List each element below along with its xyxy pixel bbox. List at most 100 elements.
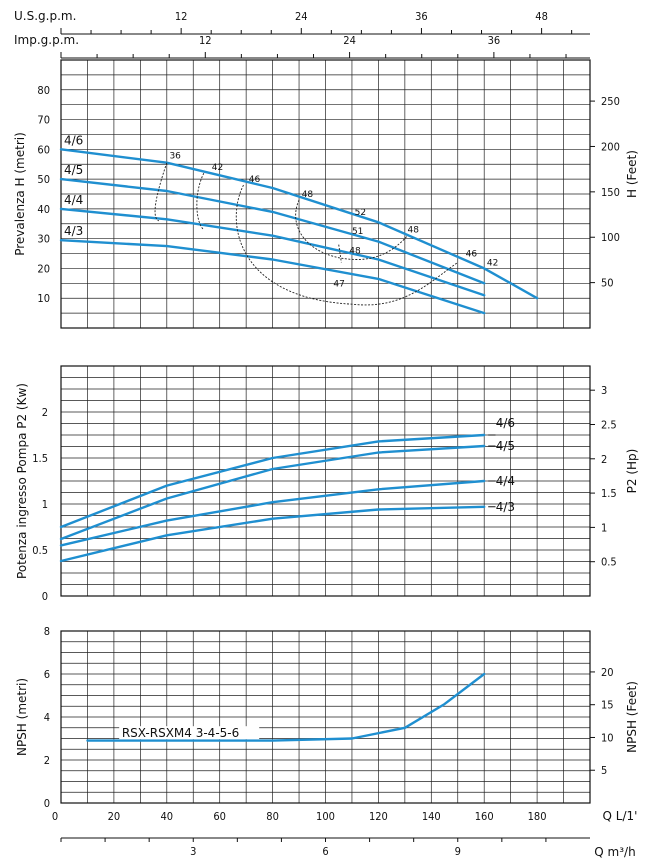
y-axis-title: Prevalenza H (metri) <box>13 132 27 256</box>
series-line-1-0 <box>59 433 486 529</box>
efficiency-label: 48 <box>302 190 314 200</box>
x2-tick-label: 6 <box>322 845 328 858</box>
y-tick-label: 40 <box>37 203 50 216</box>
top-axis-tick-label: 24 <box>295 10 308 23</box>
top-axis-tick-label: 48 <box>535 10 548 23</box>
panel-frame <box>60 59 591 329</box>
y-tick-label: 2 <box>44 754 50 767</box>
efficiency-isoline <box>196 172 205 231</box>
y2-tick-label: 200 <box>601 140 620 153</box>
y-tick-label: 60 <box>37 143 50 156</box>
y-tick-label: 70 <box>37 114 50 127</box>
top-axis-tick-label: 36 <box>488 34 501 47</box>
series-label: 4/6 <box>496 416 515 430</box>
y-tick-label: 10 <box>37 292 50 305</box>
top-axis-tick-label: 12 <box>175 10 188 23</box>
y2-tick-label: 15 <box>601 699 614 712</box>
y2-tick-label: 5 <box>601 764 607 777</box>
series-line-1-3 <box>59 505 486 563</box>
x2-tick-label: 3 <box>190 845 196 858</box>
y-axis-title: Potenza ingresso Pompa P2 (Kw) <box>15 383 29 579</box>
x-tick-label: 180 <box>528 810 547 823</box>
efficiency-isoline <box>295 199 408 260</box>
y2-axis-title: NPSH (Feet) <box>625 681 639 753</box>
top-axis-tick-label: 24 <box>343 34 356 47</box>
efficiency-label: 36 <box>169 151 181 161</box>
series-label: 4/5 <box>496 439 515 453</box>
panel-frame <box>60 630 591 804</box>
efficiency-isoline <box>154 162 168 222</box>
y-tick-label: 1.5 <box>32 452 48 465</box>
top-axis-tick-label: 36 <box>415 10 428 23</box>
y2-tick-label: 100 <box>601 231 620 244</box>
series-layer <box>59 148 539 742</box>
x-tick-label: 120 <box>369 810 388 823</box>
series-label: 4/3 <box>64 224 83 238</box>
series-label-bg <box>119 726 260 740</box>
series-label: 4/4 <box>496 474 515 488</box>
y-tick-label: 2 <box>42 406 48 419</box>
series-line-0-0 <box>59 148 539 300</box>
series-label: 4/3 <box>496 500 515 514</box>
y-tick-label: 8 <box>44 625 50 638</box>
y2-axis-title: H (Feet) <box>625 150 639 198</box>
y-tick-label: 0.5 <box>32 544 48 557</box>
y2-tick-label: 1.5 <box>601 487 617 500</box>
x-tick-label: 60 <box>213 810 226 823</box>
x-tick-label: 0 <box>52 810 58 823</box>
efficiency-label: 46 <box>466 250 478 260</box>
y2-tick-label: 250 <box>601 95 620 108</box>
efficiency-isoline <box>235 184 459 306</box>
x-tick-label: 140 <box>422 810 441 823</box>
y-tick-label: 0 <box>44 797 50 810</box>
y-tick-label: 6 <box>44 668 50 681</box>
y2-tick-label: 10 <box>601 731 614 744</box>
efficiency-label: 42 <box>487 258 498 268</box>
x-axis-title: Q L/1' <box>603 809 638 823</box>
series-line-1-2 <box>59 479 486 547</box>
efficiency-label: 42 <box>212 163 223 173</box>
y2-tick-label: 0.5 <box>601 556 617 569</box>
text-layer: 4/64/54/44/31020304050607080501001502002… <box>13 9 639 859</box>
grid-layer <box>60 59 591 804</box>
y-tick-label: 20 <box>37 262 50 275</box>
y-tick-label: 50 <box>37 173 50 186</box>
series-label: 4/6 <box>64 133 83 147</box>
efficiency-label: 51 <box>352 227 363 237</box>
y-tick-label: 80 <box>37 84 50 97</box>
series-line-0-3 <box>59 239 486 315</box>
series-line-1-1 <box>59 444 486 541</box>
series-line-0-1 <box>59 177 486 285</box>
x-tick-label: 160 <box>475 810 494 823</box>
efficiency-label: 48 <box>349 247 361 257</box>
series-line-2-0 <box>86 672 486 742</box>
y2-tick-label: 20 <box>601 666 614 679</box>
y2-tick-label: 150 <box>601 186 620 199</box>
x-tick-label: 100 <box>316 810 335 823</box>
efficiency-label: 47 <box>333 279 344 289</box>
efficiency-label: 48 <box>407 226 419 236</box>
y-tick-label: 1 <box>42 498 48 511</box>
efficiency-label: 52 <box>355 208 366 218</box>
y-tick-label: 0 <box>42 590 48 603</box>
series-line-0-2 <box>59 207 486 297</box>
top-axis-title: U.S.g.p.m. <box>14 9 76 23</box>
top-axis-tick-label: 12 <box>199 34 212 47</box>
efficiency-isoline <box>338 244 342 263</box>
y2-tick-label: 50 <box>601 277 614 290</box>
y2-tick-label: 2 <box>601 453 607 466</box>
x-tick-label: 20 <box>108 810 121 823</box>
series-label: 4/5 <box>64 163 83 177</box>
efficiency-label: 46 <box>249 175 261 185</box>
y2-tick-label: 1 <box>601 521 607 534</box>
top-axis-title: Imp.g.p.m. <box>14 33 79 47</box>
x2-axis-title: Q m³/h <box>594 845 635 859</box>
y-axis-title: NPSH (metri) <box>15 678 29 756</box>
y2-axis-title: P2 (Hp) <box>625 449 639 494</box>
y-tick-label: 30 <box>37 233 50 246</box>
series-label: 4/4 <box>64 193 83 207</box>
y2-tick-label: 3 <box>601 384 607 397</box>
x-tick-label: 40 <box>161 810 174 823</box>
panel-frame <box>60 365 591 597</box>
